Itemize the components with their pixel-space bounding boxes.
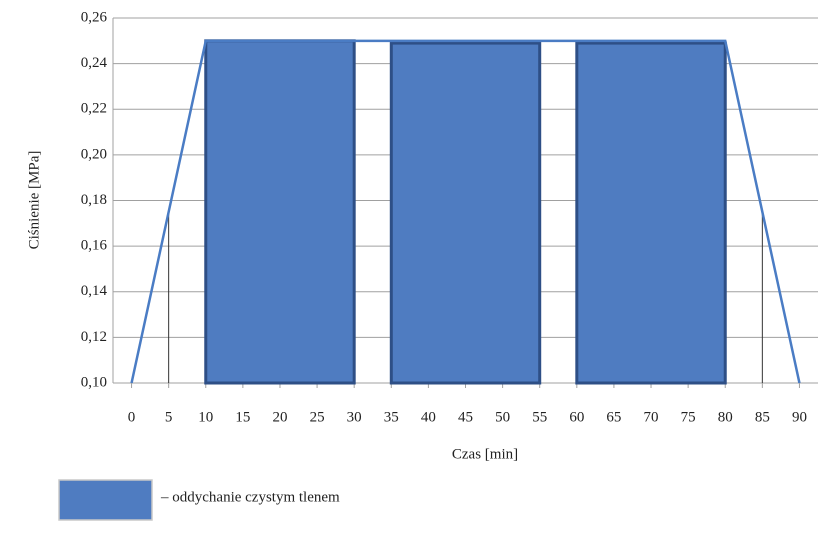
legend-label: – oddychanie czystym tlenem: [160, 489, 340, 505]
oxygen-block: [389, 41, 542, 385]
y-tick-label: 0,16: [81, 238, 108, 254]
x-tick-label: 80: [718, 409, 733, 425]
y-tick-label: 0,10: [81, 374, 107, 390]
x-tick-label: 85: [755, 409, 770, 425]
legend-swatch: [58, 479, 153, 521]
x-tick-label: 70: [644, 409, 659, 425]
x-tick-label: 65: [606, 409, 621, 425]
x-tick-label: 5: [165, 409, 173, 425]
x-tick-label: 0: [128, 409, 136, 425]
x-axis-title: Czas [min]: [452, 446, 518, 462]
x-tick-label: 20: [272, 409, 287, 425]
pressure-line: [130, 39, 801, 384]
x-tick-label: 15: [235, 409, 250, 425]
oxygen-block: [204, 39, 356, 385]
y-tick-label: 0,20: [81, 146, 107, 162]
x-tick-label: 40: [421, 409, 436, 425]
x-tick-label: 45: [458, 409, 473, 425]
x-tick-label: 30: [347, 409, 362, 425]
x-tick-label: 60: [569, 409, 584, 425]
x-tick-label: 10: [198, 409, 213, 425]
x-tick-label: 35: [384, 409, 399, 425]
x-tick-label: 50: [495, 409, 510, 425]
y-tick-label: 0,12: [81, 329, 107, 345]
y-tick-label: 0,22: [81, 101, 107, 117]
y-tick-label: 0,26: [81, 9, 108, 25]
y-tick-label: 0,14: [81, 283, 108, 299]
x-tick-label: 75: [681, 409, 696, 425]
y-tick-label: 0,24: [81, 55, 108, 71]
x-tick-label: 55: [532, 409, 547, 425]
x-tick-label: 25: [310, 409, 325, 425]
y-tick-label: 0,18: [81, 192, 107, 208]
oxygen-block: [575, 41, 727, 385]
x-tick-label: 90: [792, 409, 807, 425]
y-axis-title: Ciśnienie [MPa]: [26, 151, 42, 250]
